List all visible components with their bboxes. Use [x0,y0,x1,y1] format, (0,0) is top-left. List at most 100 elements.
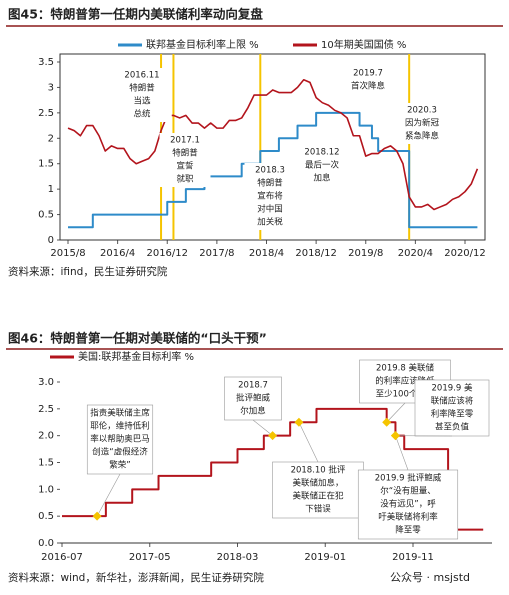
annotation-leader [386,402,406,423]
annotation-text: 首次降息 [351,81,386,92]
annotation-text: 最后一次 [305,160,340,171]
x-tick-label: 2019-11 [392,552,434,563]
annotation-text: 加关税 [257,217,283,228]
annotation-box [224,376,282,421]
annotation-text: 降至零 [395,525,421,536]
watermark: 公众号 · msjstd [390,571,470,584]
x-tick-label: 2020/4 [398,248,433,259]
y-tick-label: 2.5 [38,404,54,415]
annotation-text: 2020.3 [407,106,437,116]
annotation-text: 加息 [313,173,331,184]
event-marker [294,417,304,427]
annotation-box [86,404,154,475]
chart-title: 图45：特朗普第一任期内美联储利率动向复盘 [8,7,263,22]
annotation-text: 2019.8 美联储 [376,363,434,374]
annotation-text: 美联储正在犯 [292,491,344,502]
annotation-text: 特朗普 [129,83,155,94]
annotation-bg [244,163,296,230]
annotation-text: 2017.1 [170,136,200,146]
annotation-text: 指责美联储主席 [90,408,150,419]
source: 资料来源：wind，新华社，澎湃新闻，民生证券研究院 [8,571,264,584]
x-tick-label: 2015/8 [50,248,85,259]
y-tick-label: 3.5 [38,57,54,68]
annotation-text: 2018.7 [238,381,268,391]
plot-frame [59,53,486,241]
annotation-text: 当选 [133,96,151,107]
source: 资料来源：ifind，民生证券研究院 [8,265,168,278]
series-line [68,111,478,229]
annotation-text: 尔加息 [240,406,266,417]
annotation-text: 下错误 [305,504,331,515]
annotation-text: 没有远见”，呼 [380,499,436,510]
annotation-text: 利率降至零 [431,409,474,420]
y-tick-label: 3.0 [38,377,54,388]
annotation-text: 美联储加息， [292,478,343,489]
annotation-text: 2018.3 [255,166,285,176]
annotation-text: 因为新冠 [405,118,440,129]
x-tick-label: 2016/4 [100,248,135,259]
annotation-text: 2019.9 批评鲍威 [375,473,442,484]
annotation-text: 对中国 [257,204,283,215]
annotation-text: 宣誓 [176,161,194,172]
annotation-box [272,461,364,519]
annotation-text: 甚至负值 [435,422,470,433]
legend-label: 10年期美国国债 % [321,38,406,51]
x-tick-label: 2019/8 [348,248,383,259]
y-tick-label: 0.5 [38,210,54,221]
annotation-text: 联储应该将 [431,396,474,407]
y-tick-label: 0.5 [38,511,54,522]
annotation-text: 创造“虚假经济 [92,447,148,458]
annotation-box [414,379,490,437]
x-tick-label: 2018-03 [217,552,259,563]
annotation-text: 特朗普 [257,178,283,189]
x-tick-label: 2020/12 [444,248,486,259]
y-tick-label: 0 [48,235,54,246]
annotation-leader [395,435,409,471]
y-tick-label: 2.0 [38,431,54,442]
x-tick-label: 2019-01 [304,552,346,563]
annotation-text: 尔“没有胆量、 [380,486,435,497]
annotation-text: 繁荣” [109,460,130,471]
x-tick-label: 2017/8 [199,248,234,259]
legend-label: 联邦基金目标利率上限 % [146,38,259,51]
series-line [67,79,479,211]
event-marker [382,417,392,427]
event-marker [390,431,400,441]
annotation-text: 批评鲍威 [236,393,271,404]
annotation-leader [298,422,319,463]
annotation-bg [292,145,352,186]
annotation-bg [342,66,394,94]
annotation-bg [112,68,172,122]
annotation-bg [396,103,448,144]
y-tick-label: 2 [48,133,54,144]
chart-title: 图46：特朗普第一任期对美联储的“口头干预” [8,331,267,346]
annotation-text: 2016.11 [124,71,159,81]
annotation-text: 率以帮助奥巴马 [90,434,150,445]
annotation-leader [96,473,121,517]
y-tick-label: 1.5 [38,159,54,170]
y-tick-label: 1.5 [38,458,54,469]
annotation-text: 的利率应该降低 [375,376,435,387]
annotation-text: 吁美联储将利率 [378,512,438,523]
y-tick-label: 1.0 [38,484,54,495]
x-tick-label: 2018/4 [249,248,284,259]
annotation-text: 特朗普 [172,148,198,159]
x-tick-label: 2018/12 [295,248,337,259]
event-marker [92,511,102,521]
event-marker [268,431,278,441]
x-tick-label: 2017-05 [129,552,171,563]
legend-label: 美国:联邦基金目标利率 % [78,350,194,363]
annotation-text: 紧急降息 [405,131,440,142]
annotation-box [357,469,459,540]
annotation-text: 2019.9 美 [432,383,473,394]
y-tick-label: 1 [48,184,54,195]
annotation-text: 就职 [176,174,194,185]
x-tick-label: 2016-07 [41,552,83,563]
annotation-leader [252,419,273,436]
annotation-text: 2019.7 [353,69,383,79]
annotation-text: 2018.10 批评 [291,465,346,476]
annotation-text: 总统 [133,109,151,120]
annotation-bg [159,133,211,187]
annotation-text: 宣布将 [257,191,283,202]
